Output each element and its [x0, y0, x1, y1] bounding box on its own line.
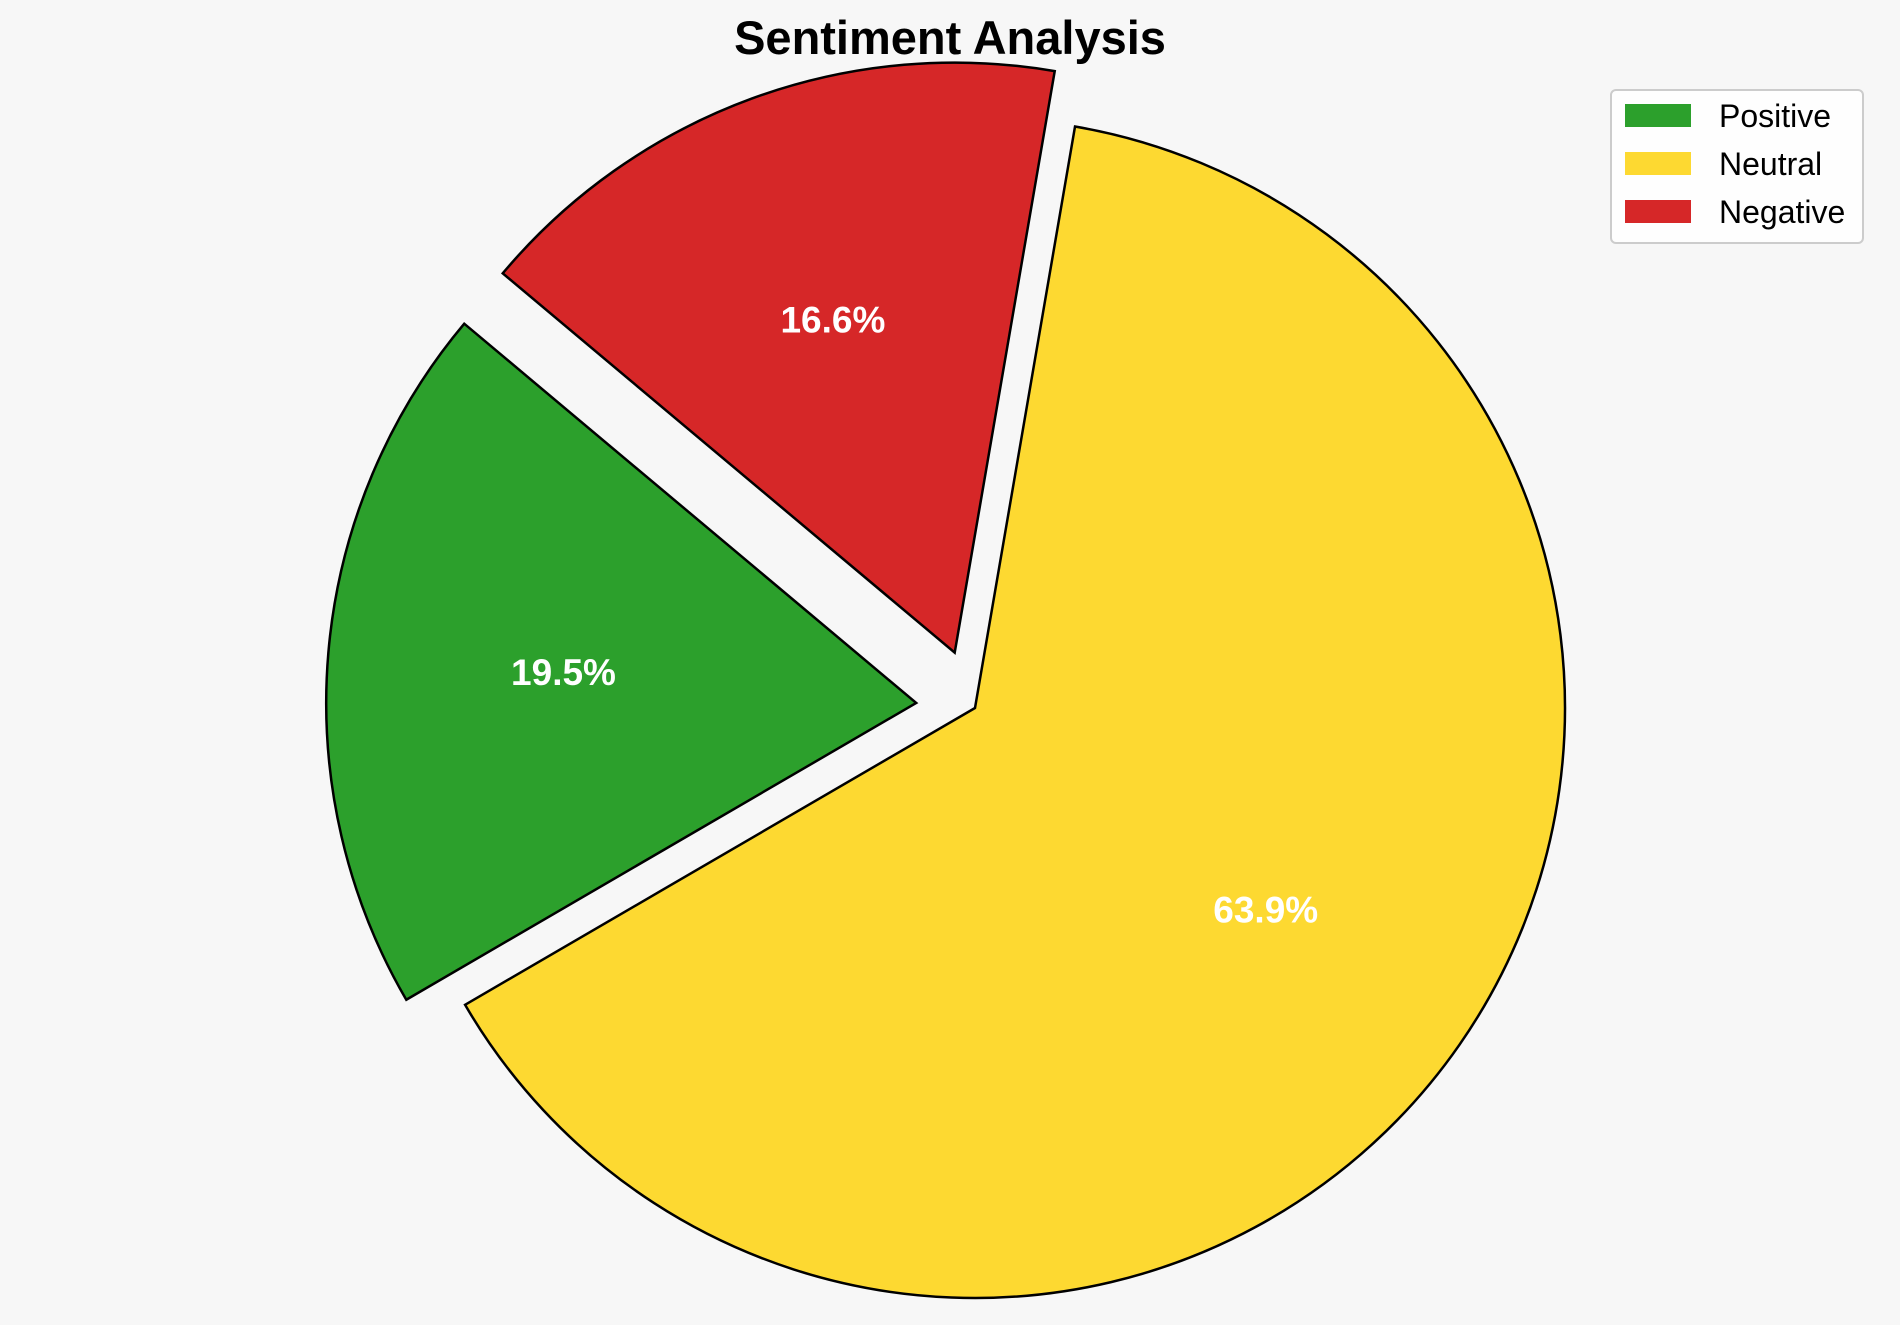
slice-label-neutral: 63.9%	[1213, 889, 1318, 930]
legend-swatch-neutral	[1625, 152, 1691, 175]
pie-slice-neutral	[463, 125, 1567, 1300]
legend-swatch-negative	[1625, 200, 1691, 223]
legend: Positive Neutral Negative	[1610, 89, 1864, 244]
legend-label-neutral: Neutral	[1719, 146, 1822, 182]
pie-slice-negative	[500, 61, 1057, 655]
legend-swatch-positive	[1625, 104, 1691, 127]
legend-entries: Positive Neutral Negative	[1625, 98, 1845, 230]
legend-label-positive: Positive	[1719, 98, 1831, 134]
chart-title: Sentiment Analysis	[734, 11, 1166, 64]
pie-slice-labels: 19.5% 63.9% 16.6%	[511, 300, 1318, 931]
legend-label-negative: Negative	[1719, 194, 1845, 230]
pie-slice-positive	[325, 321, 919, 1002]
pie-slices	[325, 61, 1567, 1300]
slice-label-negative: 16.6%	[780, 300, 885, 341]
slice-label-positive: 19.5%	[511, 652, 616, 693]
